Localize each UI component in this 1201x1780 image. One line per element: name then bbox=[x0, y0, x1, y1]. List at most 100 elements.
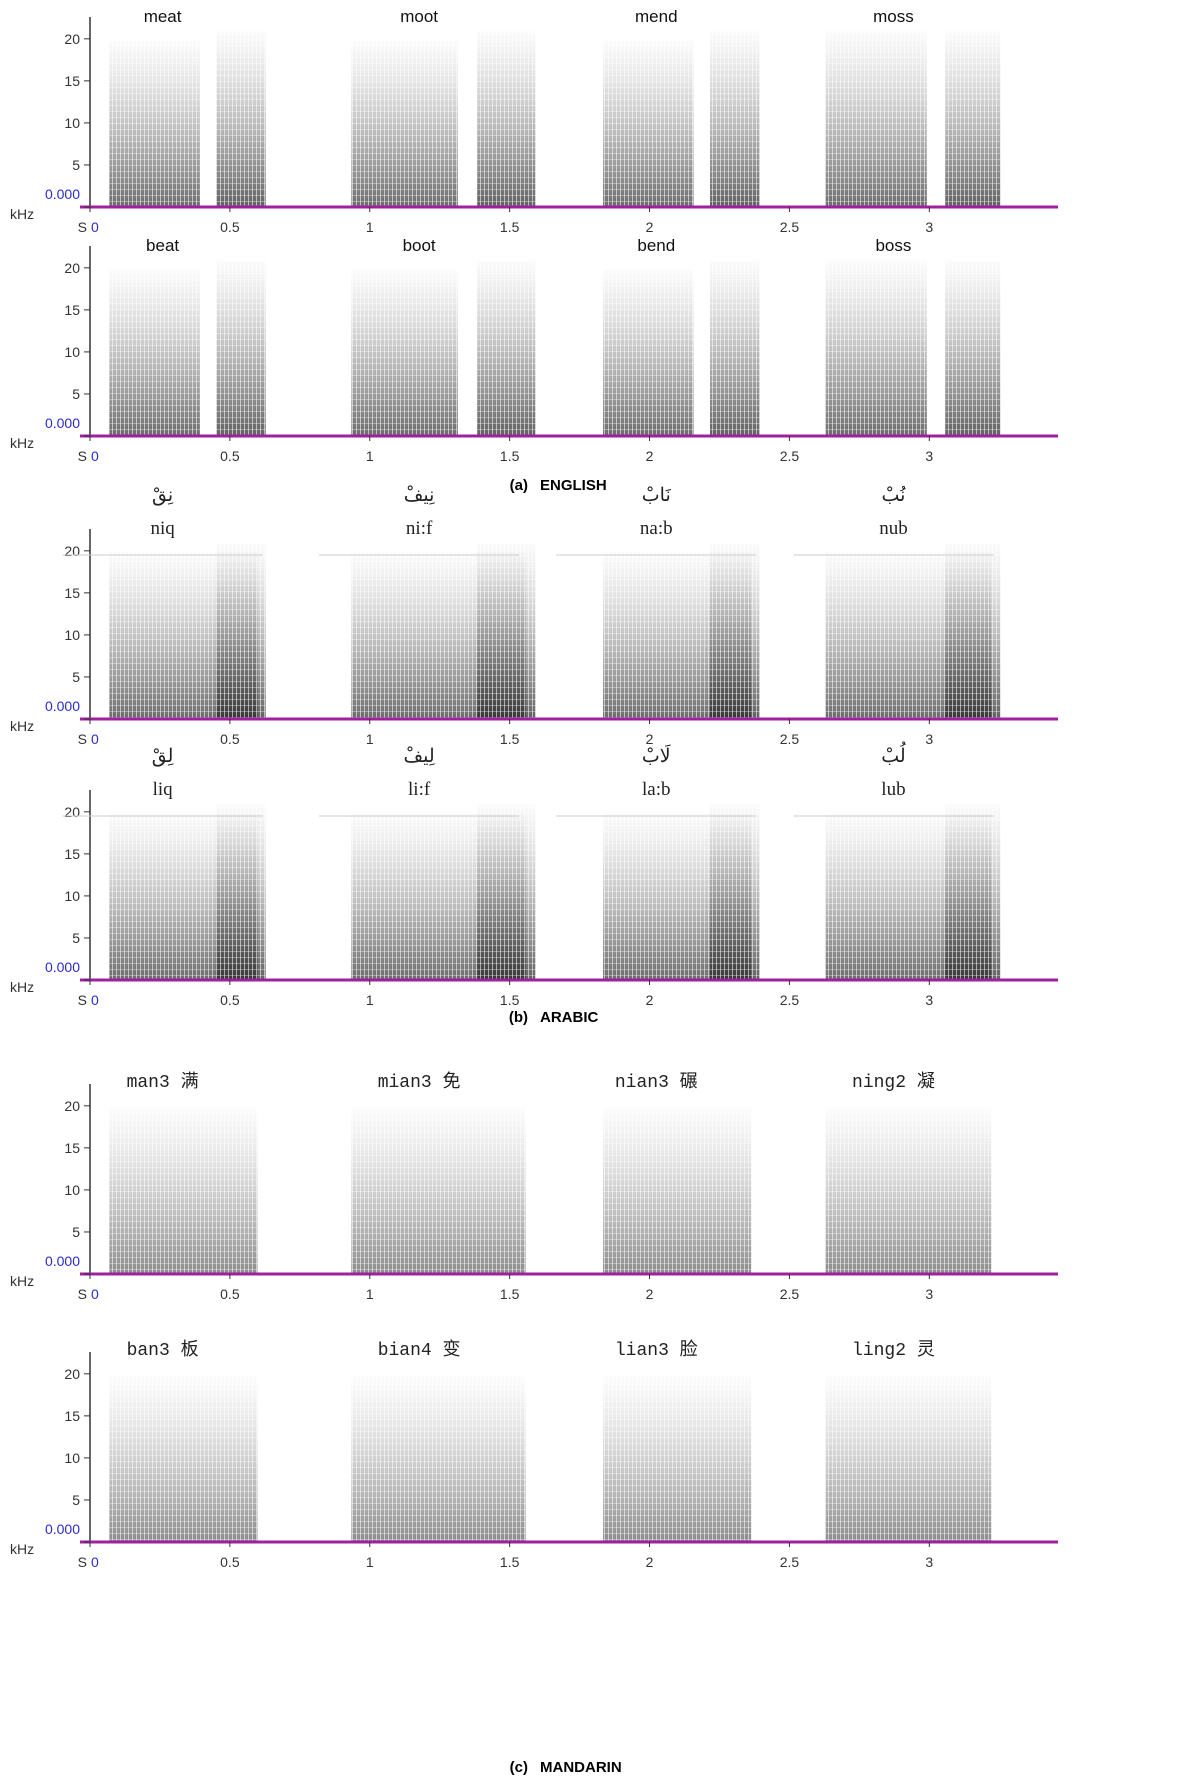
y-tick-label: 10 bbox=[64, 627, 80, 643]
spectrogram-texture bbox=[603, 22, 768, 207]
y-tick-label: 5 bbox=[72, 1492, 80, 1508]
y-tick-label: 10 bbox=[64, 888, 80, 904]
transliteration-label: niq bbox=[150, 518, 175, 539]
x-tick-label: 2.5 bbox=[780, 731, 800, 747]
word-label: moot bbox=[400, 7, 438, 26]
x-tick-label: 2 bbox=[646, 992, 654, 1008]
x-tick-label: 1 bbox=[366, 1554, 374, 1570]
y-tick-label: 20 bbox=[64, 31, 80, 47]
word-label: لَابْ bbox=[642, 744, 671, 767]
spectrogram-texture bbox=[109, 1089, 274, 1274]
word-label: mian3 免 bbox=[378, 1071, 461, 1093]
word-label: لِقْ bbox=[152, 746, 174, 767]
word-label: bian4 变 bbox=[378, 1339, 461, 1361]
y-tick-label: 20 bbox=[64, 1366, 80, 1382]
x-unit: S bbox=[78, 219, 87, 235]
word-label: lian3 脸 bbox=[615, 1339, 698, 1361]
x-tick-label: 1.5 bbox=[500, 1286, 520, 1302]
x-tick-label: 0 bbox=[91, 219, 99, 235]
x-tick-label: 0.5 bbox=[220, 448, 240, 464]
y-tick-label: 0.000 bbox=[45, 415, 80, 431]
x-tick-label: 0.5 bbox=[220, 1286, 240, 1302]
x-tick-label: 1 bbox=[366, 731, 374, 747]
x-tick-label: 2.5 bbox=[780, 448, 800, 464]
x-tick-label: 2.5 bbox=[780, 992, 800, 1008]
y-tick-label: 0.000 bbox=[45, 959, 80, 975]
word-label: boot bbox=[403, 236, 436, 255]
x-tick-label: 1.5 bbox=[500, 219, 520, 235]
x-tick-label: 1 bbox=[366, 1286, 374, 1302]
y-unit: kHz bbox=[10, 979, 34, 995]
word-label: meat bbox=[144, 7, 182, 26]
x-tick-label: 2 bbox=[646, 448, 654, 464]
x-tick-label: 2 bbox=[646, 219, 654, 235]
x-tick-label: 0 bbox=[91, 1554, 99, 1570]
spectrogram-texture bbox=[603, 1089, 768, 1274]
spectrogram-texture bbox=[109, 251, 274, 436]
y-tick-label: 10 bbox=[64, 344, 80, 360]
x-tick-label: 3 bbox=[925, 219, 933, 235]
x-tick-label: 3 bbox=[925, 1286, 933, 1302]
y-unit: kHz bbox=[10, 435, 34, 451]
spectrogram-texture bbox=[825, 795, 1010, 980]
spectrogram-texture bbox=[825, 22, 1010, 207]
x-tick-label: 2.5 bbox=[780, 1286, 800, 1302]
x-tick-label: 0 bbox=[91, 731, 99, 747]
x-tick-label: 0.5 bbox=[220, 731, 240, 747]
spectrogram-texture bbox=[603, 534, 768, 719]
y-tick-label: 20 bbox=[64, 804, 80, 820]
spectrogram-texture bbox=[351, 534, 545, 719]
x-tick-label: 1.5 bbox=[500, 1554, 520, 1570]
y-tick-label: 20 bbox=[64, 543, 80, 559]
spectrogram-texture bbox=[825, 534, 1010, 719]
spectrogram-texture bbox=[109, 22, 274, 207]
x-tick-label: 3 bbox=[925, 731, 933, 747]
x-unit: S bbox=[78, 1554, 87, 1570]
x-tick-label: 3 bbox=[925, 448, 933, 464]
x-tick-label: 1.5 bbox=[500, 448, 520, 464]
x-tick-label: 3 bbox=[925, 992, 933, 1008]
word-label: boss bbox=[875, 236, 911, 255]
x-tick-label: 2 bbox=[646, 731, 654, 747]
x-unit: S bbox=[78, 448, 87, 464]
y-tick-label: 15 bbox=[64, 73, 80, 89]
spectrogram-texture bbox=[603, 1357, 768, 1542]
x-tick-label: 2.5 bbox=[780, 219, 800, 235]
word-label: لُبْ bbox=[881, 741, 906, 767]
y-tick-label: 5 bbox=[72, 669, 80, 685]
y-tick-label: 10 bbox=[64, 1450, 80, 1466]
transliteration-label: li:f bbox=[408, 779, 431, 800]
y-tick-label: 0.000 bbox=[45, 698, 80, 714]
word-label: ning2 凝 bbox=[852, 1071, 935, 1093]
word-label: nian3 碾 bbox=[615, 1072, 698, 1093]
spectrogram-texture bbox=[825, 1089, 1010, 1274]
x-tick-label: 1 bbox=[366, 992, 374, 1008]
word-label: man3 满 bbox=[127, 1071, 199, 1093]
x-tick-label: 0 bbox=[91, 1286, 99, 1302]
spectrogram-texture bbox=[603, 795, 768, 980]
spectrogram-texture bbox=[351, 251, 545, 436]
word-label: لِيفْ bbox=[404, 746, 436, 767]
x-tick-label: 2.5 bbox=[780, 1554, 800, 1570]
y-unit: kHz bbox=[10, 718, 34, 734]
x-tick-label: 0 bbox=[91, 992, 99, 1008]
x-unit: S bbox=[78, 1286, 87, 1302]
word-label: mend bbox=[635, 7, 678, 26]
y-tick-label: 5 bbox=[72, 1224, 80, 1240]
spectrogram-texture bbox=[825, 1357, 1010, 1542]
transliteration-label: liq bbox=[153, 779, 174, 800]
y-tick-label: 0.000 bbox=[45, 1253, 80, 1269]
y-tick-label: 15 bbox=[64, 1140, 80, 1156]
y-tick-label: 20 bbox=[64, 1098, 80, 1114]
caption-label: (a) bbox=[510, 477, 528, 494]
spectrogram-texture bbox=[825, 251, 1010, 436]
x-tick-label: 3 bbox=[925, 1554, 933, 1570]
y-tick-label: 15 bbox=[64, 585, 80, 601]
x-tick-label: 0.5 bbox=[220, 1554, 240, 1570]
